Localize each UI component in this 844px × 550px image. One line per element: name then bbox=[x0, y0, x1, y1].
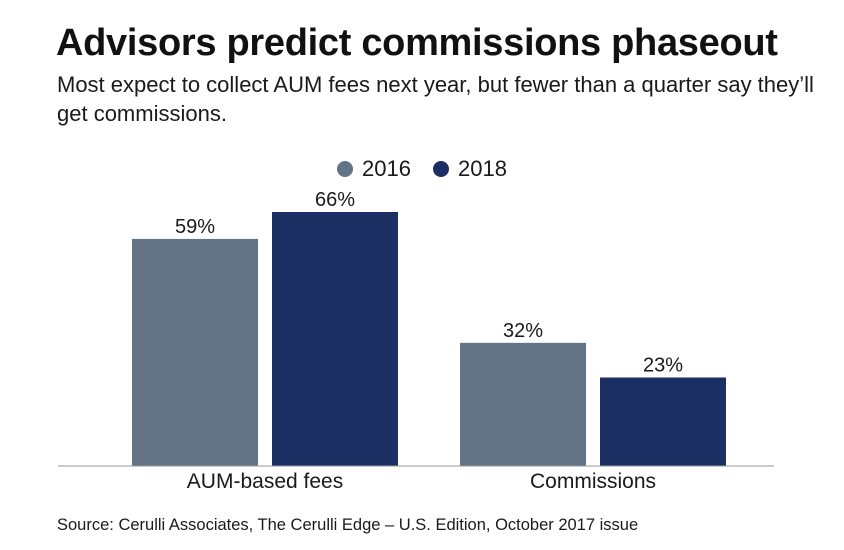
data-label-2018-1: 23% bbox=[643, 354, 683, 376]
chart-title: Advisors predict commissions phaseout bbox=[56, 22, 778, 64]
legend-swatch-2016 bbox=[337, 161, 354, 177]
legend-label-2016: 2016 bbox=[362, 156, 411, 181]
data-label-2016-1: 32% bbox=[503, 320, 543, 342]
bar-2018-0 bbox=[272, 212, 398, 466]
bar-2016-0 bbox=[132, 238, 258, 466]
legend-label-2018: 2018 bbox=[458, 156, 507, 181]
data-label-2016-0: 59% bbox=[175, 216, 215, 238]
legend: 2016 2018 bbox=[0, 156, 844, 182]
bar-2016-1 bbox=[460, 342, 586, 466]
legend-item-2018: 2018 bbox=[433, 156, 507, 182]
chart-subtitle: Most expect to collect AUM fees next yea… bbox=[57, 72, 814, 126]
bar-2018-1 bbox=[600, 377, 726, 466]
legend-swatch-2018 bbox=[433, 161, 449, 177]
source-note: Source: Cerulli Associates, The Cerulli … bbox=[57, 516, 639, 534]
data-label-2018-0: 66% bbox=[315, 189, 355, 211]
legend-item-2016: 2016 bbox=[337, 156, 411, 182]
category-label-1: Commissions bbox=[530, 470, 656, 493]
category-label-0: AUM-based fees bbox=[187, 470, 343, 493]
